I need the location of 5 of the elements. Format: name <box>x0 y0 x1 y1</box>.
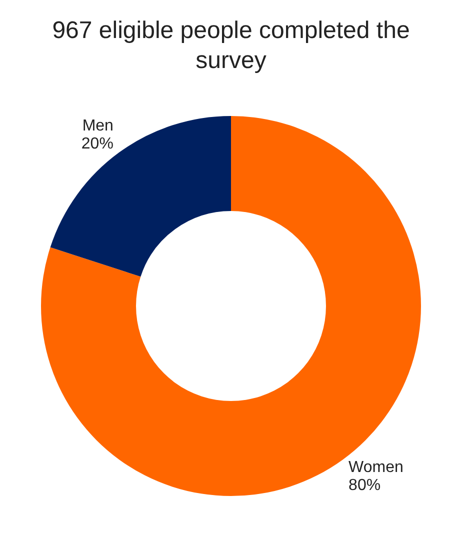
data-label: 80% <box>348 477 381 494</box>
data-label: 20% <box>81 136 114 153</box>
slice-label: Men <box>82 118 114 135</box>
chart-title: 967 eligible people completed the survey <box>51 16 411 76</box>
slice-label: Women <box>348 459 404 476</box>
